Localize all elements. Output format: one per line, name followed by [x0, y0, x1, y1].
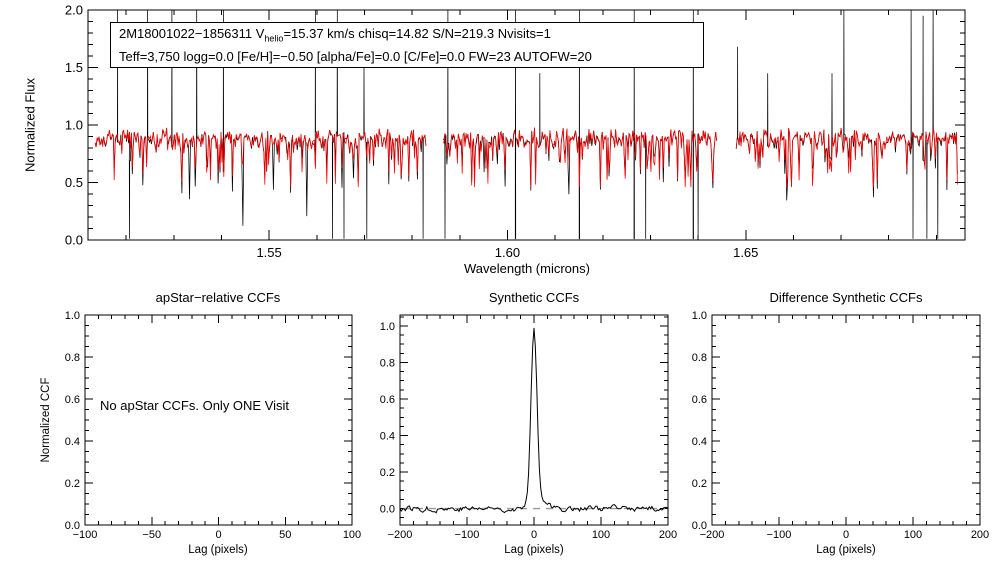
svg-text:1.0: 1.0 — [380, 321, 395, 333]
difference-ccf-title: Difference Synthetic CCFs — [769, 290, 923, 305]
svg-text:100: 100 — [343, 529, 361, 541]
apstar-ccf-title: apStar−relative CCFs — [155, 290, 281, 305]
annotation-line-1: 2M18001022−1856311 Vhelio=15.37 km/s chi… — [119, 25, 695, 48]
svg-text:1.0: 1.0 — [692, 310, 707, 322]
svg-text:0.4: 0.4 — [692, 436, 707, 448]
svg-text:−100: −100 — [73, 529, 98, 541]
svg-text:0.6: 0.6 — [65, 394, 80, 406]
svg-text:0.0: 0.0 — [692, 520, 707, 532]
spectrum-tick-labels: 1.55 1.60 1.65 0.0 0.5 1.0 1.5 2.0 — [65, 3, 758, 260]
svg-text:0: 0 — [843, 529, 849, 541]
spectrum-frame — [87, 9, 966, 241]
synthetic-ccf-curve — [399, 327, 669, 514]
svg-text:−100: −100 — [455, 529, 480, 541]
svg-text:1.60: 1.60 — [495, 245, 520, 260]
ccf-axis-label: Normalized CCF — [40, 377, 52, 463]
synthetic-ccf-frame — [399, 314, 669, 526]
svg-text:−200: −200 — [388, 529, 413, 541]
svg-text:1.5: 1.5 — [65, 60, 83, 75]
model-spectrum-line — [94, 127, 958, 188]
lag-axis-label-3: Lag (pixels) — [816, 544, 876, 556]
svg-text:0.5: 0.5 — [65, 175, 83, 190]
svg-text:0.2: 0.2 — [692, 478, 707, 490]
svg-text:50: 50 — [279, 529, 291, 541]
svg-text:200: 200 — [659, 529, 677, 541]
svg-text:0.2: 0.2 — [65, 478, 80, 490]
svg-text:1.0: 1.0 — [65, 310, 80, 322]
fit-stats-text: =15.37 km/s chisq=14.82 S/N=219.3 Nvisit… — [283, 26, 551, 41]
svg-text:0: 0 — [215, 529, 221, 541]
svg-text:−200: −200 — [700, 529, 725, 541]
lag-axis-label-2: Lag (pixels) — [504, 544, 564, 556]
synthetic-ccf-tick-labels: −200 −100 0 100 200 0.0 0.2 0.4 0.6 0.8 1.0 — [380, 321, 677, 541]
svg-text:2.0: 2.0 — [65, 3, 83, 18]
svg-text:1.0: 1.0 — [65, 118, 83, 133]
svg-text:100: 100 — [904, 529, 922, 541]
svg-text:200: 200 — [971, 529, 989, 541]
svg-text:1.65: 1.65 — [733, 245, 758, 260]
svg-text:0.0: 0.0 — [65, 233, 83, 248]
svg-text:0.6: 0.6 — [380, 394, 395, 406]
difference-ccf-frame — [711, 314, 981, 526]
difference-ccf-tick-labels: −200 −100 0 100 200 0.0 0.2 0.4 0.6 0.8 1.0 — [692, 310, 989, 541]
svg-text:−50: −50 — [142, 529, 161, 541]
svg-text:1.55: 1.55 — [256, 245, 281, 260]
annotation-line-2: Teff=3,750 logg=0.0 [Fe/H]=−0.50 [alpha/… — [119, 48, 592, 64]
svg-text:0: 0 — [531, 529, 537, 541]
fit-parameters-box: 2M18001022−1856311 Vhelio=15.37 km/s chi… — [110, 22, 704, 68]
svg-text:100: 100 — [592, 529, 610, 541]
svg-text:0.4: 0.4 — [65, 436, 80, 448]
apstar-ccf-frame — [84, 314, 353, 526]
svg-text:−100: −100 — [767, 529, 792, 541]
svg-text:0.8: 0.8 — [692, 352, 707, 364]
svg-text:0.8: 0.8 — [380, 357, 395, 369]
no-ccf-message: No apStar CCFs. Only ONE Visit — [100, 398, 290, 413]
svg-text:0.4: 0.4 — [380, 430, 395, 442]
synthetic-ccf-title: Synthetic CCFs — [488, 290, 580, 305]
svg-text:0.8: 0.8 — [65, 352, 80, 364]
svg-text:0.0: 0.0 — [380, 503, 395, 515]
star-id-and-vhelio-text: 2M18001022−1856311 V — [119, 26, 265, 41]
wavelength-axis-label: Wavelength (microns) — [464, 261, 590, 276]
svg-text:0.2: 0.2 — [380, 467, 395, 479]
svg-text:0.0: 0.0 — [65, 520, 80, 532]
apstar-ccf-tick-labels: −100 −50 0 50 100 0.0 0.2 0.4 0.6 0.8 1.0 — [65, 310, 361, 541]
flux-axis-label: Normalized Flux — [22, 78, 38, 172]
vhelio-subscript: helio — [264, 33, 284, 44]
svg-text:0.6: 0.6 — [692, 394, 707, 406]
lag-axis-label-1: Lag (pixels) — [188, 544, 248, 556]
